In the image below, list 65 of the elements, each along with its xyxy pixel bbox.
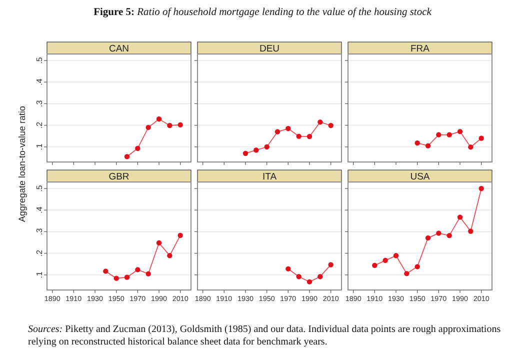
point (318, 274, 323, 280)
point (178, 122, 183, 128)
point (296, 134, 302, 139)
point (135, 146, 140, 151)
point (124, 154, 130, 160)
point (124, 274, 130, 280)
y-axis-title: Aggregate loan-to-value ratio (17, 106, 27, 222)
point (468, 144, 474, 150)
point (156, 240, 162, 246)
point (457, 214, 463, 220)
point (372, 262, 378, 268)
chart-title: FRA (410, 44, 430, 54)
chart-title: USA (410, 172, 430, 182)
point (264, 144, 270, 150)
point (414, 140, 420, 146)
point (457, 128, 463, 134)
y-tick-label: .3 (35, 100, 44, 108)
point (274, 129, 280, 134)
point (446, 132, 452, 138)
point (393, 253, 399, 258)
point (328, 122, 334, 128)
source-note: Sources: Piketty and Zucman (2013), Goldsmith (1985) and our data. Individual data points are rough approximations relying on reconstructed historical balance sheet data for benchmark years. (28, 324, 501, 348)
point (167, 253, 172, 258)
y-tick-label: .5 (35, 184, 44, 192)
point (167, 122, 172, 128)
point (318, 119, 323, 125)
y-tick-label: .1 (35, 142, 44, 150)
chart-title: CAN (108, 44, 130, 54)
point (306, 279, 312, 284)
y-tick-label: .2 (35, 249, 44, 257)
y-tick-label: .4 (35, 206, 44, 214)
point (446, 232, 452, 238)
chart-title: ITA (262, 172, 278, 182)
point (286, 266, 291, 272)
point (178, 232, 183, 238)
chart-title: GBR (108, 172, 130, 182)
chart-title: DEU (259, 44, 280, 54)
point (103, 268, 108, 274)
y-tick-label: .1 (35, 270, 44, 278)
point (156, 116, 162, 122)
y-tick-label: .3 (35, 228, 44, 236)
point (296, 274, 302, 280)
point (382, 258, 388, 264)
y-tick-label: .4 (35, 78, 44, 86)
point (404, 270, 410, 276)
point (114, 276, 119, 281)
point (242, 150, 248, 156)
point (478, 186, 484, 192)
point (478, 136, 484, 141)
point (436, 132, 442, 138)
point (306, 134, 312, 140)
y-tick-label: .2 (35, 121, 44, 129)
point (146, 271, 151, 276)
point (135, 267, 140, 272)
y-tick-label: .5 (35, 56, 44, 64)
point (286, 126, 291, 132)
point (328, 262, 334, 268)
point (254, 148, 259, 153)
point (425, 235, 431, 241)
point (414, 264, 420, 270)
point (146, 124, 151, 130)
caption: Figure 5: Ratio of household mortgage lending to the value of the housing stock (94, 7, 432, 18)
point (425, 143, 431, 148)
point (436, 230, 442, 236)
point (468, 228, 474, 234)
